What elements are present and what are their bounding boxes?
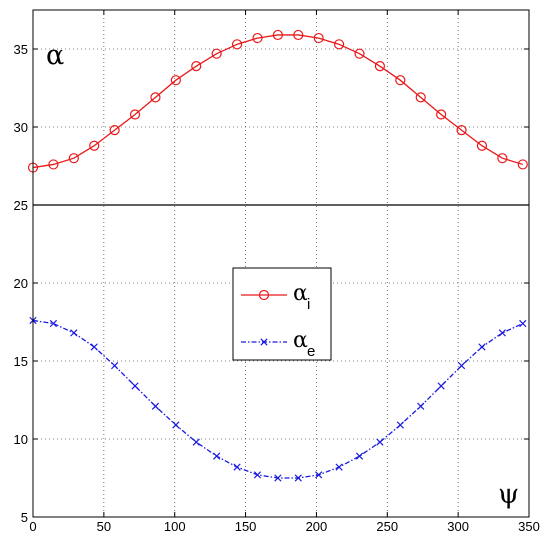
x-tick-label: 0 [29, 519, 36, 534]
data-point-e [315, 471, 323, 479]
data-point-e [376, 438, 384, 446]
data-point-e [457, 362, 466, 370]
axis-ticks: 0 50 100 150 200 250 300 350 5 10 15 20 25 30 35 [14, 10, 540, 534]
data-point-i [272, 29, 283, 41]
series-layer [27, 29, 528, 482]
data-point-i [191, 61, 202, 72]
data-point-e [274, 474, 282, 482]
legend-label: α [293, 328, 308, 353]
data-point-e [417, 402, 425, 410]
data-point-i [109, 125, 120, 136]
legend-box [232, 267, 332, 361]
data-point-i [313, 32, 324, 44]
x-tick-label: 250 [376, 519, 398, 534]
data-point-e [478, 343, 486, 351]
data-point-i [129, 109, 141, 120]
legend-marker [258, 289, 270, 301]
data-point-e [213, 452, 221, 460]
x-tick-label: 300 [447, 519, 469, 534]
legend-label-subscript: e [307, 343, 315, 360]
series-i [27, 29, 528, 173]
data-point-e [335, 463, 343, 471]
data-point-e [70, 329, 78, 337]
y-tick-label: 25 [14, 198, 28, 213]
plot-frame [32, 9, 530, 518]
data-point-e [49, 319, 58, 328]
data-point-i [354, 48, 365, 59]
data-point-e [90, 343, 98, 351]
x-tick-label: 100 [164, 519, 186, 534]
x-axis-label: ψ [498, 479, 519, 510]
data-point-e [294, 474, 302, 482]
data-point-e [253, 471, 262, 479]
data-point-i [476, 140, 488, 151]
x-tick-label: 50 [97, 519, 111, 534]
data-point-i [252, 32, 263, 44]
y-tick-label: 10 [14, 432, 28, 447]
legend-label-subscript: i [307, 296, 310, 313]
data-point-i [436, 109, 447, 120]
data-point-e [519, 319, 527, 328]
y-axis-label: α [46, 40, 64, 71]
data-point-i [68, 153, 79, 164]
data-point-e [498, 329, 506, 337]
y-tick-label: 20 [14, 276, 28, 291]
data-point-e [151, 402, 160, 410]
x-tick-label: 200 [306, 519, 328, 534]
data-point-i [517, 159, 528, 170]
y-tick-label: 30 [14, 120, 28, 135]
legend: α iα e [232, 267, 332, 361]
grid-lines [33, 10, 529, 517]
legend-label: α [293, 281, 308, 306]
x-tick-label: 350 [518, 519, 540, 534]
data-point-i [456, 125, 467, 136]
data-point-i [415, 92, 426, 103]
y-tick-label: 35 [14, 42, 28, 57]
data-point-i [170, 75, 181, 86]
data-point-i [395, 75, 406, 86]
data-point-i [374, 61, 386, 72]
series-e [29, 316, 527, 482]
data-point-e [437, 382, 445, 390]
data-point-e [396, 421, 404, 429]
x-tick-label: 150 [235, 519, 257, 534]
data-point-e [131, 382, 139, 390]
data-point-e [233, 463, 241, 471]
y-tick-label: 15 [14, 354, 28, 369]
data-point-i [497, 153, 508, 164]
data-point-i [89, 140, 100, 151]
data-point-e [355, 452, 364, 460]
data-point-i [231, 39, 243, 50]
data-point-e [192, 438, 200, 446]
data-point-i [150, 92, 161, 103]
legend-marker [260, 338, 268, 346]
series-line-i [32, 34, 523, 169]
data-point-i [48, 159, 59, 170]
data-point-i [293, 29, 304, 41]
data-point-i [334, 39, 345, 50]
data-point-i [211, 48, 222, 59]
y-tick-label: 5 [21, 510, 28, 525]
data-point-e [172, 421, 180, 429]
data-point-e [111, 362, 119, 370]
